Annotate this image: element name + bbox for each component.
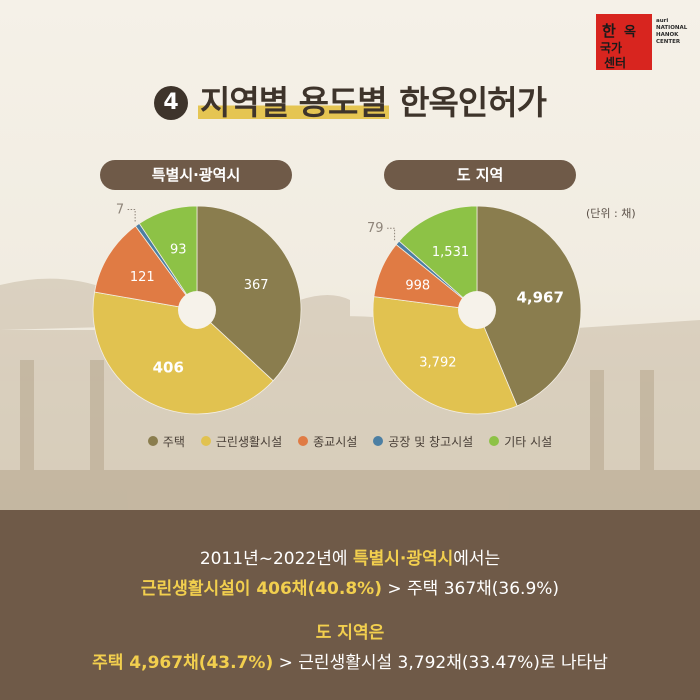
summary-line-4: 주택 4,967채(43.7%) > 근린생활시설 3,792채(33.47%)…	[0, 648, 700, 673]
legend-item-religious: 종교시설	[298, 430, 357, 452]
summary-line-3: 도 지역은	[0, 618, 700, 643]
data-label-neighborhood: 3,792	[419, 355, 456, 370]
data-label-religious: 121	[130, 270, 155, 285]
logo: 한 옥 국가 센터	[596, 14, 652, 70]
legend-item-neighborhood: 근린생활시설	[200, 430, 283, 452]
pie-slice-other	[138, 205, 198, 312]
summary-text: 2011년~2022년에	[199, 549, 353, 569]
legend-dot-icon	[489, 436, 500, 446]
data-label-other: 93	[170, 242, 187, 257]
summary-highlight: 주택 4,967채(43.7%)	[92, 653, 274, 673]
data-label-housing: 367	[244, 278, 269, 293]
logo-line-2: NATIONAL	[656, 25, 688, 31]
summary-text: > 근린생활시설 3,792채(33.47%)로 나타남	[273, 653, 608, 673]
pie-slice-neighborhood	[92, 291, 274, 415]
top-panel: 한 옥 국가 센터 auri NATIONAL HANOK CENTER 4 지역…	[0, 0, 700, 510]
data-label-neighborhood: 406	[153, 359, 184, 377]
legend-dot-icon	[298, 436, 309, 446]
pie-slice-housing	[196, 205, 302, 382]
title-highlight-text: 지역별 용도별	[198, 83, 389, 122]
leader-line	[127, 208, 136, 222]
svg-text:한: 한	[602, 22, 616, 40]
chart-legend: 주택 근린생활시설 종교시설 공장 및 창고시설 기타 시설	[0, 430, 700, 452]
donut-chart-provinces: 4,967 3,792 998 79 1,531	[367, 205, 582, 415]
leader-line	[386, 227, 396, 241]
chart-title-provinces: 도 지역	[384, 160, 576, 190]
data-label-other: 1,531	[432, 245, 469, 260]
pie-slice-housing	[476, 205, 582, 407]
summary-highlight: 특별시·광역시	[352, 549, 454, 569]
chart-title-metropolitan: 특별시·광역시	[100, 160, 292, 190]
pie-slice-religious	[94, 225, 198, 311]
logo-line-3: HANOK	[656, 32, 679, 38]
title-text: 한옥인허가	[399, 83, 547, 122]
summary-line-2: 근린생활시설이 406채(40.8%) > 주택 367채(36.9%)	[0, 574, 700, 599]
summary-text: > 주택 367채(36.9%)	[381, 579, 560, 599]
logo-mark-icon: 한 옥 국가 센터	[600, 22, 636, 70]
legend-label: 종교시설	[313, 434, 358, 449]
page-title: 4 지역별 용도별 한옥인허가	[0, 76, 700, 124]
summary-highlight: 근린생활시설이 406채(40.8%)	[140, 579, 382, 599]
data-label-factory: 7	[116, 202, 124, 217]
legend-label: 주택	[162, 434, 185, 449]
data-label-housing: 4,967	[516, 288, 563, 306]
data-label-factory: 79	[367, 221, 384, 236]
donut-hole	[178, 291, 216, 329]
unit-label: (단위 : 채)	[586, 207, 636, 220]
legend-dot-icon	[147, 436, 158, 446]
donut-chart-metropolitan: 367 406 121 7 93	[92, 202, 302, 415]
legend-item-other: 기타 시설	[489, 430, 552, 452]
legend-item-factory: 공장 및 창고시설	[373, 430, 473, 452]
svg-text:국가: 국가	[600, 40, 622, 55]
legend-label: 기타 시설	[504, 434, 553, 449]
logo-line-1: auri	[656, 18, 669, 24]
legend-item-housing: 주택	[147, 430, 185, 452]
logo-line-4: CENTER	[656, 39, 681, 45]
donut-hole	[458, 291, 496, 329]
summary-text: 에서는	[453, 549, 501, 569]
legend-label: 근린생활시설	[215, 434, 283, 449]
summary-panel	[0, 510, 700, 700]
logo-wordmark: auri NATIONAL HANOK CENTER	[656, 18, 700, 46]
svg-text:센터: 센터	[604, 55, 626, 70]
title-number-badge: 4	[154, 86, 189, 120]
legend-label: 공장 및 창고시설	[388, 434, 474, 449]
pie-slice-other	[398, 205, 478, 311]
data-label-religious: 998	[405, 279, 430, 294]
svg-text:옥: 옥	[624, 24, 636, 40]
summary-highlight: 도 지역은	[315, 623, 385, 643]
legend-dot-icon	[200, 436, 211, 446]
summary-line-1: 2011년~2022년에 특별시·광역시에서는	[0, 544, 700, 569]
donut-charts: 367 406 121 7 93 4,967 3,792 998 79 1,531	[92, 202, 582, 415]
legend-dot-icon	[373, 436, 384, 446]
